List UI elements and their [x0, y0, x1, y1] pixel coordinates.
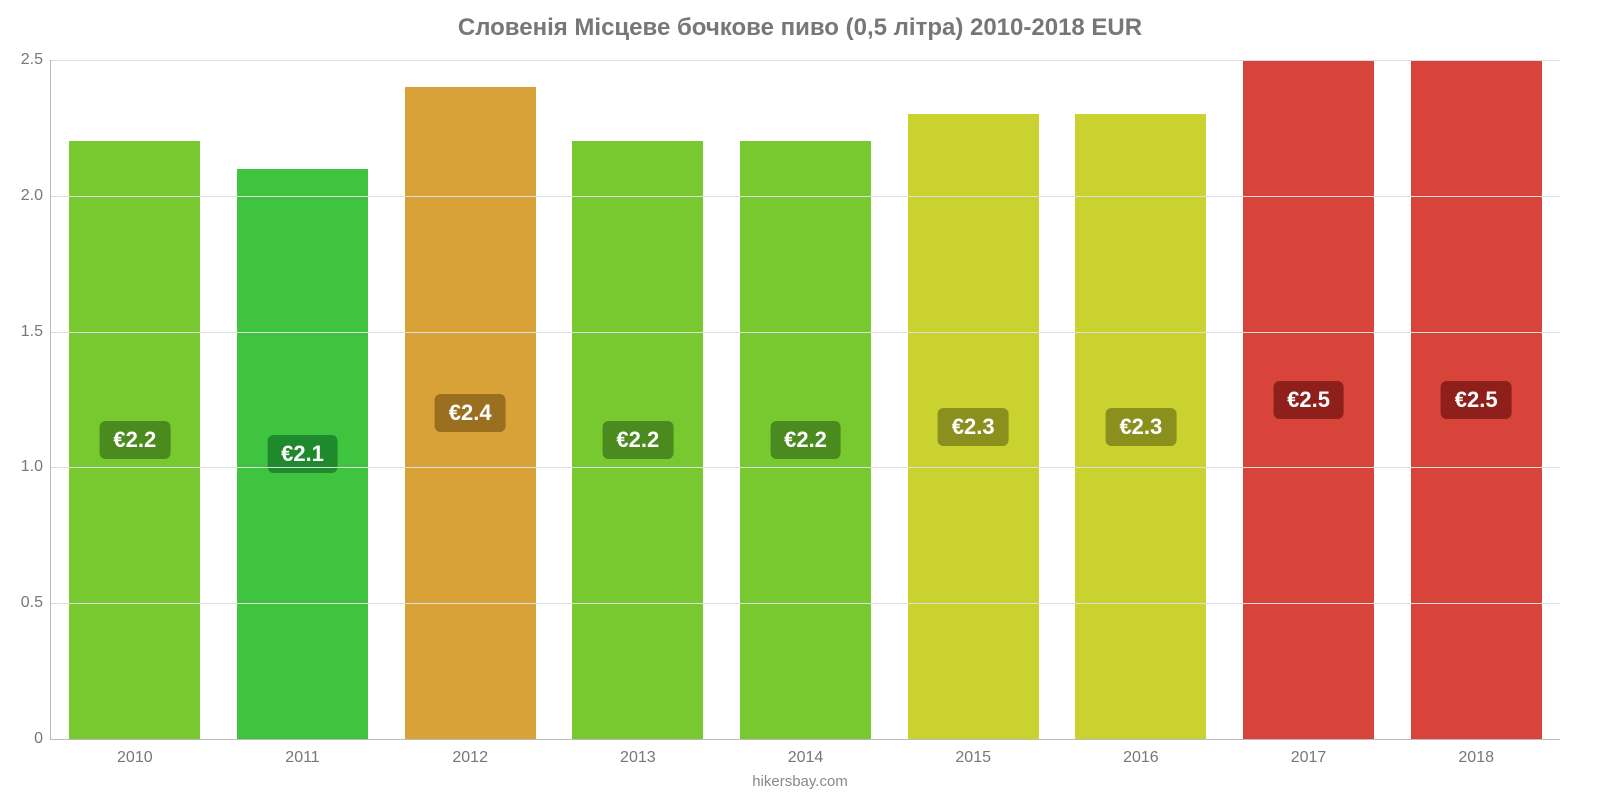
bar: €2.5	[1411, 60, 1542, 739]
y-tick-label: 2.0	[21, 187, 51, 205]
bar-slot: €2.32015	[889, 60, 1057, 739]
bar: €2.2	[572, 141, 703, 739]
bar-slot: €2.22013	[554, 60, 722, 739]
x-tick-label: 2017	[1291, 739, 1327, 767]
bar-slot: €2.22010	[51, 60, 219, 739]
grid-line	[51, 467, 1560, 468]
grid-line	[51, 332, 1560, 333]
y-tick-label: 0	[34, 730, 51, 748]
grid-line	[51, 60, 1560, 61]
x-tick-label: 2012	[452, 739, 488, 767]
bar: €2.4	[405, 87, 536, 739]
bar-value-label: €2.3	[1105, 408, 1176, 446]
x-tick-label: 2015	[955, 739, 991, 767]
y-tick-label: 1.0	[21, 458, 51, 476]
y-tick-label: 2.5	[21, 51, 51, 69]
x-tick-label: 2010	[117, 739, 153, 767]
x-tick-label: 2013	[620, 739, 656, 767]
x-tick-label: 2011	[285, 739, 319, 767]
x-tick-label: 2014	[788, 739, 824, 767]
bar: €2.5	[1243, 60, 1374, 739]
bar-slot: €2.42012	[386, 60, 554, 739]
bar-slot: €2.52018	[1392, 60, 1560, 739]
grid-line	[51, 603, 1560, 604]
bar-chart: Словенія Місцеве бочкове пиво (0,5 літра…	[0, 0, 1600, 800]
bar-slot: €2.22014	[722, 60, 890, 739]
bar: €2.2	[69, 141, 200, 739]
bar: €2.3	[1075, 114, 1206, 739]
plot-area: €2.22010€2.12011€2.42012€2.22013€2.22014…	[50, 60, 1560, 740]
bar: €2.2	[740, 141, 871, 739]
chart-title: Словенія Місцеве бочкове пиво (0,5 літра…	[0, 14, 1600, 42]
bar-value-label: €2.3	[938, 408, 1009, 446]
bar-value-label: €2.2	[770, 421, 841, 459]
y-tick-label: 0.5	[21, 594, 51, 612]
attribution-text: hikersbay.com	[0, 773, 1600, 790]
grid-line	[51, 196, 1560, 197]
y-tick-label: 1.5	[21, 323, 51, 341]
bar-value-label: €2.2	[602, 421, 673, 459]
bar: €2.1	[237, 169, 368, 739]
bar: €2.3	[908, 114, 1039, 739]
bar-value-label: €2.5	[1441, 381, 1512, 419]
x-tick-label: 2016	[1123, 739, 1159, 767]
bar-value-label: €2.5	[1273, 381, 1344, 419]
bars-container: €2.22010€2.12011€2.42012€2.22013€2.22014…	[51, 60, 1560, 739]
bar-slot: €2.12011	[219, 60, 387, 739]
bar-value-label: €2.2	[99, 421, 170, 459]
bar-slot: €2.32016	[1057, 60, 1225, 739]
bar-value-label: €2.4	[435, 394, 506, 432]
x-tick-label: 2018	[1458, 739, 1494, 767]
bar-slot: €2.52017	[1225, 60, 1393, 739]
